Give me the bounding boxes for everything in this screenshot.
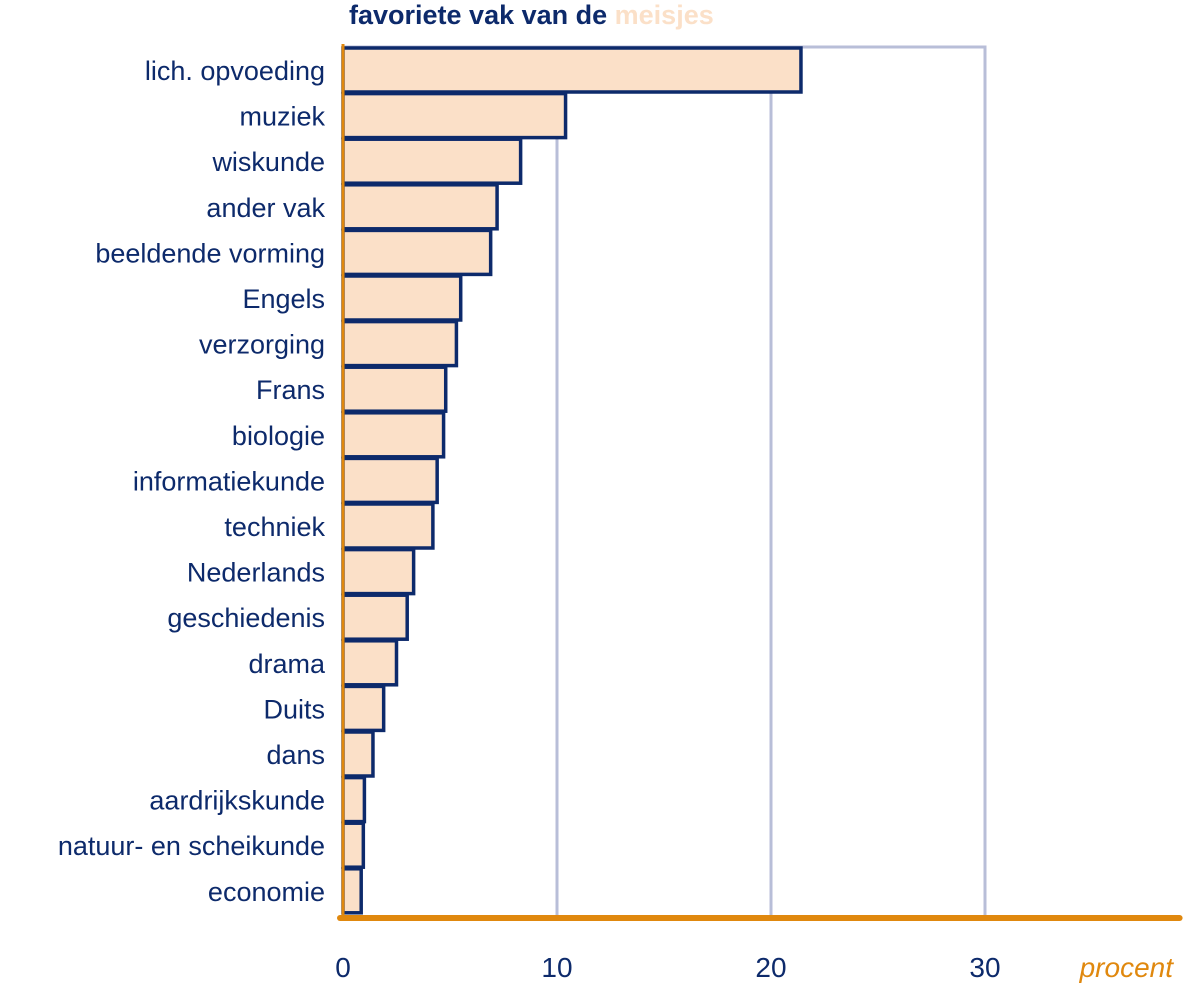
category-label: geschiedenis <box>167 603 325 633</box>
bar <box>341 867 363 915</box>
bar <box>341 91 568 140</box>
category-label: Nederlands <box>187 558 325 588</box>
bar <box>341 183 499 231</box>
category-label: verzorging <box>199 330 325 360</box>
bar <box>341 365 448 413</box>
bar <box>341 228 493 277</box>
category-label: biologie <box>232 421 325 451</box>
chart-title-highlight: meisjes <box>614 0 714 30</box>
bar <box>341 137 523 185</box>
tick-labels: 0 10 20 30 procent <box>335 952 1174 983</box>
category-label: economie <box>208 877 325 907</box>
category-label: drama <box>248 649 326 679</box>
x-tick-label: 0 <box>335 952 351 983</box>
bar <box>341 684 386 733</box>
category-label: dans <box>266 740 325 770</box>
category-labels: lich. opvoeding muziek wiskunde ander vak be… <box>58 56 326 907</box>
x-tick-label: 30 <box>969 952 1000 983</box>
axes <box>337 44 1183 921</box>
bar <box>341 319 459 368</box>
category-label: Engels <box>242 284 325 314</box>
x-tick-label: 20 <box>755 952 786 983</box>
bar <box>341 411 446 459</box>
category-label: Duits <box>263 694 325 724</box>
bar <box>341 639 399 687</box>
bar <box>341 547 416 596</box>
bar <box>341 46 803 94</box>
category-label: natuur- en scheikunde <box>58 831 325 861</box>
bar <box>341 821 366 869</box>
category-label: muziek <box>239 102 325 132</box>
category-label: aardrijkskunde <box>149 786 325 816</box>
bar <box>341 274 463 322</box>
x-axis-unit-label: procent <box>1079 952 1175 983</box>
bar <box>341 730 375 778</box>
bar <box>341 456 439 505</box>
category-label: beeldende vorming <box>95 238 325 268</box>
category-label: lich. opvoeding <box>145 56 325 86</box>
bar <box>341 593 409 641</box>
category-label: wiskunde <box>211 147 325 177</box>
bar <box>341 502 435 550</box>
bars <box>341 46 803 915</box>
category-label: ander vak <box>206 193 325 223</box>
category-label: Frans <box>256 375 325 405</box>
x-tick-label: 10 <box>541 952 572 983</box>
chart-title: favoriete vak van de meisjes <box>349 0 714 30</box>
category-label: techniek <box>224 512 325 542</box>
bar <box>341 775 367 824</box>
chart-title-main: favoriete vak van de <box>349 0 608 30</box>
category-label: informatiekunde <box>133 466 325 496</box>
